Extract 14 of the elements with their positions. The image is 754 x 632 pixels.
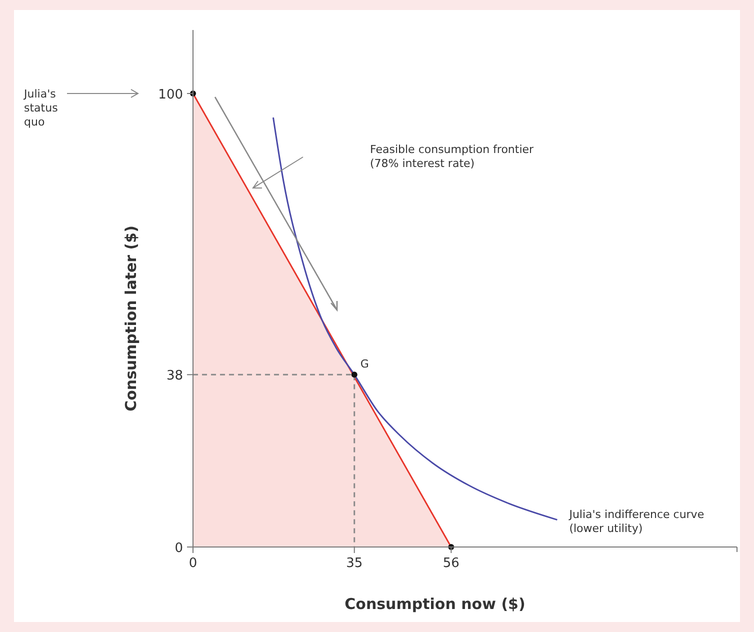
line-series <box>272 116 558 521</box>
y-tick-label: 100 <box>158 87 183 102</box>
x-tick-label: 0 <box>188 556 198 571</box>
text: Julia's status quo <box>23 87 58 128</box>
y-axis-title: Consumption later ($) <box>122 226 140 412</box>
annotation: Julia's indifference curve (lower utility) <box>568 508 704 535</box>
annotation: Feasible consumption frontier (78% interest rate) <box>370 143 534 170</box>
point <box>351 372 358 378</box>
x-tick-label: 56 <box>442 556 460 571</box>
x-axis-title: Consumption now ($) <box>344 595 526 613</box>
y-tick-label: 0 <box>174 541 183 556</box>
annotation: G <box>360 358 369 371</box>
y-tick-label: 38 <box>166 368 183 384</box>
x-tick-label: 35 <box>346 556 363 571</box>
